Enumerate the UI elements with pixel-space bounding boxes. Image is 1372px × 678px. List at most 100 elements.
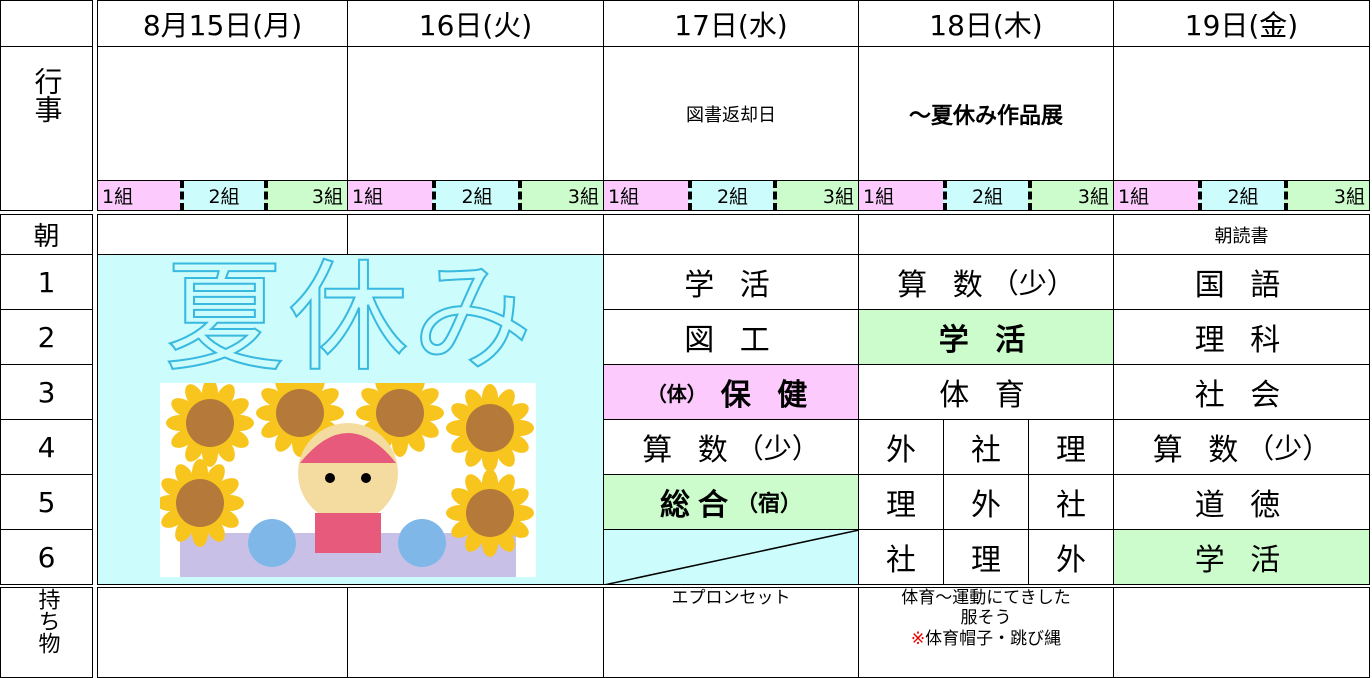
subject: 道 徳 <box>1194 488 1289 523</box>
class-cell: 3組 <box>773 180 859 211</box>
items-label: 持ち物 <box>0 587 93 678</box>
class-cell: 2組 <box>1198 180 1285 211</box>
period-label: 2 <box>0 309 93 365</box>
date-header: 19日(金) <box>1113 0 1370 47</box>
class-cell: 3組 <box>517 180 604 211</box>
period-split: 外 <box>1028 529 1114 585</box>
item-note: ※体育帽子・跳び縄 <box>911 629 1061 649</box>
event-cell: ～夏休み作品展 <box>858 46 1114 181</box>
subject: 算 数 <box>897 268 991 303</box>
morning-label: 朝 <box>0 214 93 255</box>
item-line: 体育～運動にてきした <box>901 588 1071 608</box>
diagonal <box>605 530 858 584</box>
period-cell: 図 工 <box>603 309 859 365</box>
morning-cell <box>858 214 1114 255</box>
period-label: 6 <box>0 529 93 585</box>
class-cell: 3組 <box>1283 180 1370 211</box>
class-label: 2組 <box>208 186 240 208</box>
label: 2 <box>37 320 56 354</box>
items-cell <box>347 587 604 678</box>
label: 1 <box>37 265 56 299</box>
class-label: 3組 <box>822 186 854 208</box>
class-label: 2組 <box>716 186 749 208</box>
period-split: 社 <box>943 419 1029 475</box>
class-label: 1組 <box>352 186 384 208</box>
note-mark: ※ <box>910 628 926 649</box>
subject: 理 科 <box>1194 323 1289 358</box>
period-split: 理 <box>943 529 1029 585</box>
subject: 国 語 <box>1194 268 1289 303</box>
subject-suffix: （宿） <box>735 492 802 517</box>
item-line: 服そう <box>960 608 1012 629</box>
period-cell: （体） 保 健 <box>603 364 859 420</box>
period-cell: 学 活 <box>603 254 859 310</box>
class-cell: 1組 <box>858 180 944 211</box>
subject: 学 活 <box>938 323 1034 358</box>
period-cell <box>603 529 859 585</box>
morning-cell <box>347 214 604 255</box>
class-label: 2組 <box>1227 186 1259 208</box>
event-label: 行事 <box>0 46 93 211</box>
class-label: 1組 <box>608 186 640 208</box>
date: 19日(金) <box>1184 8 1299 42</box>
date-header: 18日(木) <box>858 0 1114 47</box>
class-cell: 3組 <box>1028 180 1114 211</box>
event-cell <box>347 46 604 181</box>
subject: 学 活 <box>684 268 778 303</box>
period-split: 社 <box>858 529 944 585</box>
label: 5 <box>37 485 56 519</box>
date: 8月15日(月) <box>142 8 303 42</box>
subject: 理 <box>1056 433 1086 468</box>
date: 17日(水) <box>674 8 788 42</box>
label: 6 <box>37 540 56 574</box>
subject: 外 <box>886 433 916 468</box>
class-label: 3組 <box>1333 186 1365 208</box>
period-cell: 道 徳 <box>1113 474 1370 530</box>
items-cell <box>1113 587 1370 678</box>
vacation-title: 夏休み <box>164 254 537 388</box>
event-cell <box>97 46 348 181</box>
event: ～夏休み作品展 <box>908 103 1063 129</box>
subject: 理 <box>886 488 916 523</box>
morning: 朝読書 <box>1214 225 1269 247</box>
subject: 社 <box>971 433 1001 468</box>
label: 4 <box>37 430 56 464</box>
class-label: 2組 <box>461 186 493 208</box>
morning-cell <box>97 214 348 255</box>
period-cell: 国 語 <box>1113 254 1370 310</box>
period-cell: 算 数（少） <box>603 419 859 475</box>
period-cell: 総合 （宿） <box>603 474 859 530</box>
class-label: 2組 <box>971 186 1004 208</box>
period-label: 5 <box>0 474 93 530</box>
event-cell: 図書返却日 <box>603 46 859 181</box>
items-cell: 体育～運動にてきした 服そう ※体育帽子・跳び縄 <box>858 587 1114 678</box>
subject: 理 <box>971 543 1001 578</box>
label: 朝 <box>33 222 60 252</box>
label: 3 <box>37 375 56 409</box>
period-split: 理 <box>858 474 944 530</box>
illustration-art <box>156 369 534 577</box>
period-cell: 算 数（少） <box>858 254 1114 310</box>
corner <box>0 0 93 47</box>
subject-suffix: （少） <box>735 432 820 465</box>
subject: 社 <box>886 543 916 578</box>
date: 16日(火) <box>418 8 533 42</box>
morning-cell <box>603 214 859 255</box>
period-cell: 体 育 <box>858 364 1114 420</box>
class-label: 1組 <box>863 186 895 208</box>
date-header: 8月15日(月) <box>97 0 348 47</box>
period-split: 社 <box>1028 474 1114 530</box>
date-header: 16日(火) <box>347 0 604 47</box>
class-cell: 2組 <box>688 180 774 211</box>
period-split: 外 <box>943 474 1029 530</box>
subject: 体 育 <box>939 378 1033 413</box>
subject: 社 会 <box>1194 378 1289 413</box>
label: 行事 <box>30 67 64 123</box>
morning-cell: 朝読書 <box>1113 214 1370 255</box>
class-cell: 1組 <box>1113 180 1200 211</box>
class-label: 1組 <box>102 186 134 208</box>
event-cell <box>1113 46 1370 181</box>
subject: 社 <box>1056 488 1086 523</box>
class-cell: 2組 <box>180 180 265 211</box>
period-cell: 社 会 <box>1113 364 1370 420</box>
